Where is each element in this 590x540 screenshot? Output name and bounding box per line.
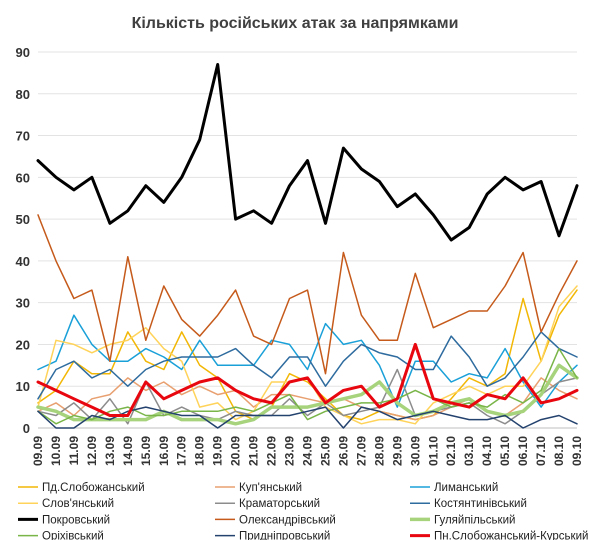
x-tick-label: 29.09 <box>390 436 404 466</box>
x-tick-label: 24.09 <box>301 436 315 466</box>
legend-entry-11: Пн.Слобожанський-Курський <box>434 531 588 540</box>
legend-entry-1: Куп'янський <box>239 482 302 494</box>
legend-entry-3: Слов'янський <box>42 498 114 510</box>
x-tick-label: 11.09 <box>67 436 81 466</box>
x-tick-label: 28.09 <box>372 436 386 466</box>
legend-entry-2: Лиманський <box>434 482 498 494</box>
y-tick-label: 0 <box>23 421 30 436</box>
x-tick-label: 06.10 <box>516 436 530 466</box>
x-tick-label: 03.10 <box>462 436 476 466</box>
chart-title: Кількість російських атак за напрямками <box>132 15 459 32</box>
series-line-11 <box>36 342 579 417</box>
x-tick-label: 23.09 <box>283 436 297 466</box>
x-tick-label: 19.09 <box>211 436 225 466</box>
y-tick-label: 20 <box>16 337 30 352</box>
series-line-6 <box>36 63 579 242</box>
y-tick-label: 50 <box>16 212 30 227</box>
legend-entry-10: Придніпровський <box>239 531 330 540</box>
x-tick-label: 04.10 <box>480 436 494 466</box>
gridlines <box>38 51 577 429</box>
x-tick-label: 16.09 <box>157 436 171 466</box>
x-tick-label: 05.10 <box>498 436 512 466</box>
y-tick-label: 30 <box>16 296 30 311</box>
x-tick-label: 07.10 <box>534 436 548 466</box>
y-tick-label: 70 <box>16 129 30 144</box>
series-line-4 <box>37 368 578 425</box>
x-tick-label: 21.09 <box>247 436 261 466</box>
legend-entry-4: Краматорський <box>239 498 320 510</box>
legend-entry-0: Пд.Слобожанський <box>42 482 145 494</box>
x-tick-label: 01.10 <box>426 436 440 466</box>
legend-entry-7: Олександрівський <box>239 514 336 526</box>
x-tick-label: 08.10 <box>552 436 566 466</box>
x-tick-label: 13.09 <box>103 436 117 466</box>
x-tick-label: 02.10 <box>444 436 458 466</box>
x-tick-label: 26.09 <box>336 436 350 466</box>
x-tick-label: 18.09 <box>193 436 207 466</box>
legend-entry-9: Оріхівський <box>42 531 104 540</box>
legend-entry-6: Покровський <box>42 514 110 526</box>
x-tick-label: 09.10 <box>570 436 584 466</box>
series-line-2 <box>37 314 578 408</box>
y-tick-label: 40 <box>16 254 30 269</box>
x-tick-label: 20.09 <box>229 436 243 466</box>
legend-entry-5: Костянтинівський <box>434 498 527 510</box>
y-tick-label: 90 <box>16 45 30 60</box>
x-tick-label: 27.09 <box>354 436 368 466</box>
x-tick-label: 25.09 <box>318 436 332 466</box>
y-tick-label: 80 <box>16 87 30 102</box>
x-tick-label: 12.09 <box>85 436 99 466</box>
series-line-8 <box>36 363 579 426</box>
x-tick-label: 14.09 <box>121 436 135 466</box>
series-line-7 <box>37 214 578 375</box>
series-lines <box>36 63 579 429</box>
y-tick-label: 60 <box>16 170 30 185</box>
legend-entry-8: Гуляйпільський <box>434 514 515 526</box>
x-tick-label: 17.09 <box>175 436 189 466</box>
x-tick-label: 22.09 <box>265 436 279 466</box>
x-tick-label: 30.09 <box>408 436 422 466</box>
legend: Пд.Слобожанський Куп'янський Лиманський Сло… <box>18 482 588 540</box>
x-tick-label: 10.09 <box>49 436 63 466</box>
x-tick-label: 15.09 <box>139 436 153 466</box>
series-line-9 <box>37 347 578 425</box>
series-line-5 <box>37 331 578 400</box>
series-line-10 <box>37 406 578 429</box>
y-tick-label: 10 <box>16 379 30 394</box>
axes: 0 10 20 30 40 50 60 70 80 90 09.09 10.09 11.09 12.09 1… <box>16 45 584 466</box>
x-tick-label: 09.09 <box>31 436 45 466</box>
